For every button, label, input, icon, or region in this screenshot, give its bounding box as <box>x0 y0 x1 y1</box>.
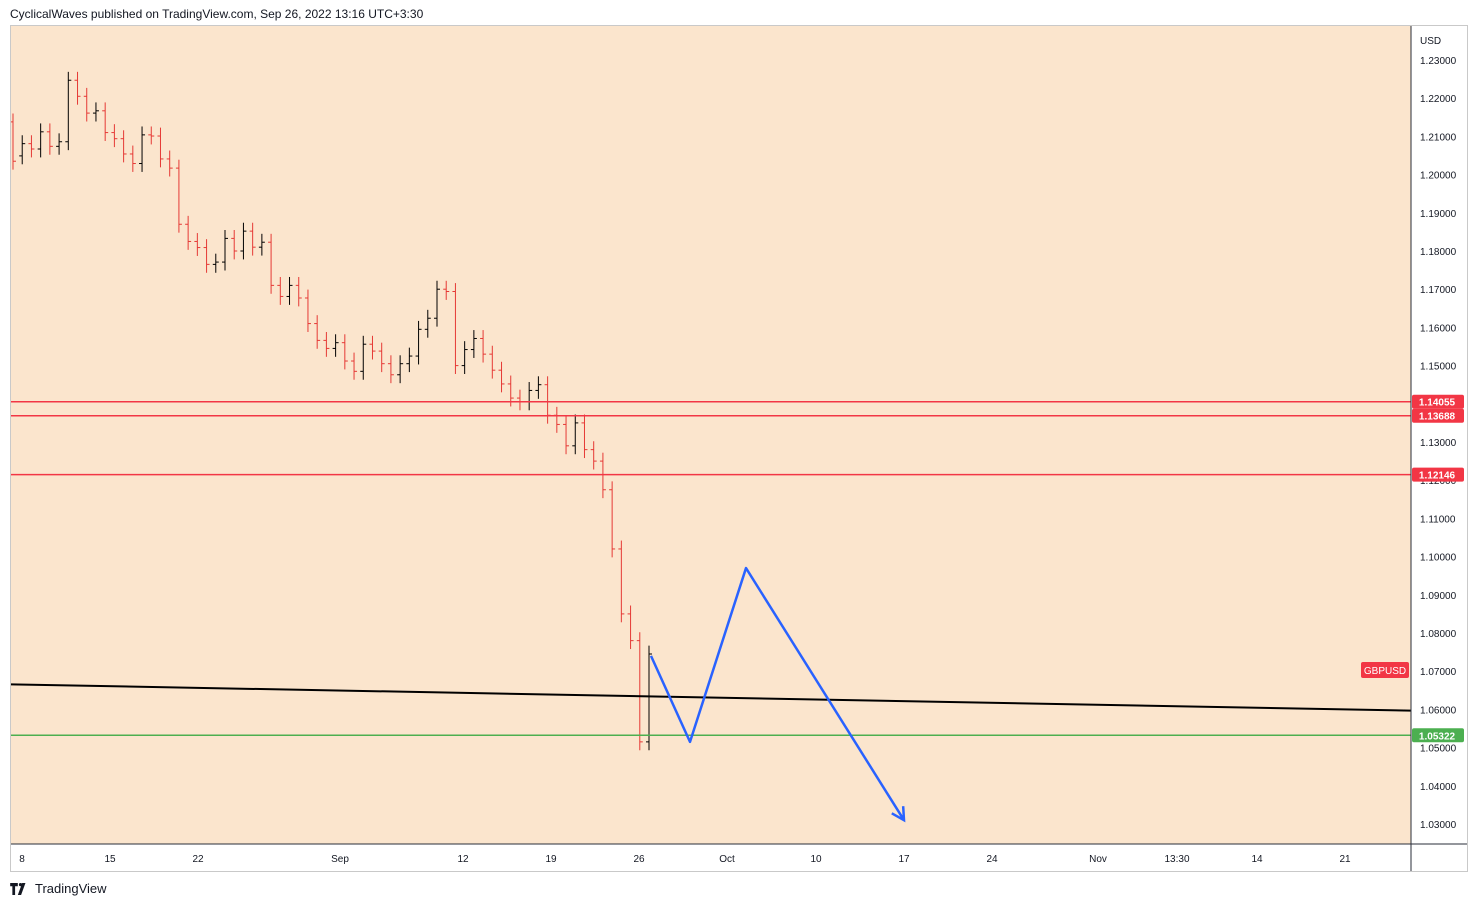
tradingview-logo-icon <box>10 882 26 895</box>
price-tick-label: 1.11000 <box>1420 514 1456 525</box>
level-price-badge <box>1412 467 1464 482</box>
price-tick-label: 1.13000 <box>1420 438 1457 449</box>
level-price-label: 1.12146 <box>1419 471 1456 482</box>
price-chart[interactable]: USD 1.23000 1.22000 1.21000 1.20000 1.19000 1… <box>11 26 1467 871</box>
price-tick-label: 1.16000 <box>1420 323 1457 334</box>
time-tick-label: 14 <box>1251 854 1263 865</box>
price-tick-label: 1.22000 <box>1420 94 1457 105</box>
price-tick-label: 1.17000 <box>1420 285 1457 296</box>
projection-arrowhead <box>891 806 906 823</box>
price-tick-label: 1.06000 <box>1420 705 1457 716</box>
time-tick-label: 24 <box>986 854 998 865</box>
price-tick-label: 1.19000 <box>1420 209 1457 220</box>
time-tick-label: 21 <box>1339 854 1351 865</box>
time-tick-label: 8 <box>19 854 25 865</box>
time-tick-label: 12 <box>457 854 469 865</box>
time-tick-label: 22 <box>192 854 204 865</box>
publication-header: CyclicalWaves published on TradingView.c… <box>10 7 424 21</box>
price-tick-label: 1.23000 <box>1420 56 1457 67</box>
projection-layer <box>649 566 906 823</box>
level-price-label: 1.14055 <box>1419 398 1456 409</box>
price-axis[interactable]: USD 1.23000 1.22000 1.21000 1.20000 1.19000 1… <box>1410 26 1457 871</box>
symbol-badge <box>1361 662 1409 679</box>
price-tick-label: 1.09000 <box>1420 591 1457 602</box>
plot-background <box>11 26 1411 844</box>
price-tick-label: 1.07000 <box>1420 667 1457 678</box>
time-tick-label: Oct <box>719 854 735 865</box>
symbol-label: GBPUSD <box>1364 666 1406 677</box>
level-price-label: 1.05322 <box>1419 731 1456 742</box>
time-tick-label: Sep <box>331 854 349 865</box>
price-tick-label: 1.12000 <box>1420 476 1457 487</box>
price-tick-label: 1.03000 <box>1420 820 1457 831</box>
price-tick-label: 1.08000 <box>1420 629 1457 640</box>
price-tick-label: 1.18000 <box>1420 247 1457 258</box>
price-badges-layer: 1.14055 1.13688 1.12146 1.05322 GBPUSD <box>1361 394 1464 743</box>
level-price-badge <box>1412 728 1464 743</box>
time-axis[interactable]: 8 15 22 Sep 12 19 26 Oct 10 17 24 Nov 13:30 14 21 <box>11 843 1467 865</box>
time-tick-label: 26 <box>633 854 645 865</box>
projection-path <box>649 566 906 821</box>
time-tick-label: 13:30 <box>1164 854 1189 865</box>
footer: TradingView <box>10 881 107 896</box>
currency-label: USD <box>1420 36 1441 47</box>
trendline <box>11 683 1412 712</box>
footer-brand: TradingView <box>35 881 107 896</box>
levels-layer <box>11 400 1411 737</box>
time-tick-label: 15 <box>104 854 116 865</box>
time-tick-label: Nov <box>1089 854 1107 865</box>
level-price-badge <box>1412 408 1464 423</box>
price-tick-label: 1.10000 <box>1420 553 1457 564</box>
price-tick-label: 1.15000 <box>1420 362 1457 373</box>
price-tick-label: 1.20000 <box>1420 171 1457 182</box>
level-price-label: 1.13688 <box>1419 412 1456 423</box>
price-tick-label: 1.05000 <box>1420 744 1457 755</box>
price-tick-label: 1.04000 <box>1420 782 1457 793</box>
time-tick-label: 17 <box>898 854 910 865</box>
chart-frame[interactable]: USD 1.23000 1.22000 1.21000 1.20000 1.19000 1… <box>10 25 1468 872</box>
level-price-badge <box>1412 394 1464 409</box>
trendline-layer <box>11 683 1412 712</box>
time-tick-label: 10 <box>810 854 822 865</box>
price-tick-label: 1.21000 <box>1420 132 1457 143</box>
time-tick-label: 19 <box>545 854 557 865</box>
